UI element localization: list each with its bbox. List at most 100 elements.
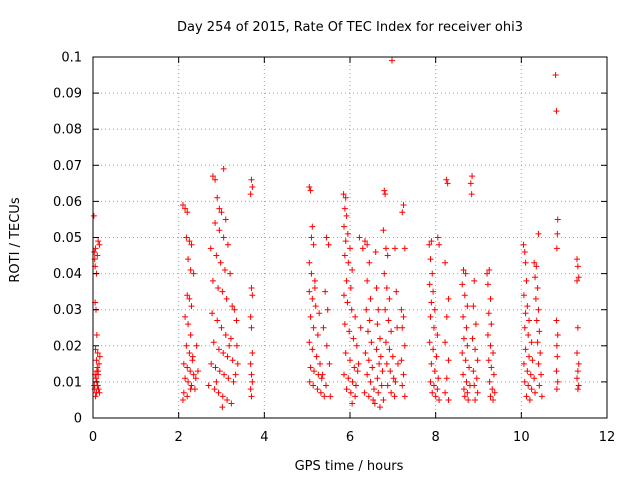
data-point: [471, 277, 478, 284]
data-point: [233, 317, 240, 324]
data-point: [180, 360, 187, 367]
y-axis-label: ROTI / TECUs: [8, 197, 23, 282]
y-tick-label: 0: [74, 412, 82, 427]
data-point: [436, 396, 443, 403]
data-point: [224, 241, 231, 248]
data-point: [352, 382, 359, 389]
data-point: [575, 382, 582, 389]
data-point: [474, 389, 481, 396]
data-point: [248, 371, 255, 378]
data-point: [385, 317, 392, 324]
data-point: [322, 288, 329, 295]
data-point: [216, 205, 223, 212]
data-point: [426, 339, 433, 346]
data-point: [249, 378, 256, 385]
data-point: [373, 346, 380, 353]
data-point: [215, 285, 222, 292]
data-point: [365, 393, 372, 400]
data-point: [221, 371, 228, 378]
data-point: [248, 176, 255, 183]
data-point: [459, 350, 466, 357]
data-point: [311, 277, 318, 284]
data-point: [520, 292, 527, 299]
data-point: [306, 288, 313, 295]
data-point: [537, 350, 544, 357]
data-point: [367, 378, 374, 385]
data-point: [325, 241, 332, 248]
data-point: [371, 400, 378, 407]
data-point: [427, 378, 434, 385]
data-point: [349, 378, 356, 385]
data-point: [218, 324, 225, 331]
data-point: [222, 216, 229, 223]
data-point: [535, 360, 542, 367]
data-point: [309, 223, 316, 230]
data-point: [369, 364, 376, 371]
data-point: [400, 371, 407, 378]
data-point: [220, 165, 227, 172]
data-point: [219, 393, 226, 400]
data-point: [383, 285, 390, 292]
data-point: [212, 220, 219, 227]
data-point: [574, 368, 581, 375]
data-point: [382, 339, 389, 346]
data-point: [386, 346, 393, 353]
data-point: [460, 335, 467, 342]
data-point: [248, 285, 255, 292]
data-point: [376, 404, 383, 411]
data-point: [388, 57, 395, 64]
data-point: [401, 245, 408, 252]
data-point: [427, 313, 434, 320]
data-point: [91, 248, 98, 255]
data-point: [185, 256, 192, 263]
data-point: [364, 371, 371, 378]
data-point: [484, 270, 491, 277]
data-point: [215, 389, 222, 396]
data-point: [317, 360, 324, 367]
data-point: [372, 248, 379, 255]
data-point: [184, 209, 191, 216]
data-point: [466, 364, 473, 371]
data-point: [341, 252, 348, 259]
data-point: [313, 353, 320, 360]
data-point: [461, 393, 468, 400]
data-point: [472, 396, 479, 403]
data-point: [187, 368, 194, 375]
data-point: [188, 382, 195, 389]
data-point: [354, 368, 361, 375]
data-point: [227, 270, 234, 277]
data-point: [531, 375, 538, 382]
data-point: [488, 321, 495, 328]
data-point: [357, 324, 364, 331]
y-tick-label: 0.1: [61, 51, 82, 66]
data-point: [317, 389, 324, 396]
data-point: [430, 288, 437, 295]
data-point: [529, 357, 536, 364]
data-point: [574, 350, 581, 357]
data-point: [443, 176, 450, 183]
data-point: [524, 303, 531, 310]
data-point: [247, 360, 254, 367]
data-point: [185, 321, 192, 328]
data-point: [247, 313, 254, 320]
data-point: [220, 234, 227, 241]
data-point: [311, 368, 318, 375]
data-point: [188, 241, 195, 248]
data-point: [186, 238, 193, 245]
data-point: [471, 382, 478, 389]
data-point: [215, 346, 222, 353]
data-point: [180, 389, 187, 396]
data-point: [366, 317, 373, 324]
data-point: [319, 371, 326, 378]
data-point: [247, 191, 254, 198]
data-point: [183, 234, 190, 241]
data-point: [189, 353, 196, 360]
data-point: [229, 303, 236, 310]
y-tick-label: 0.09: [53, 87, 82, 102]
data-point: [342, 238, 349, 245]
data-point: [226, 342, 233, 349]
data-point: [224, 396, 231, 403]
data-point: [435, 375, 442, 382]
data-point: [379, 368, 386, 375]
